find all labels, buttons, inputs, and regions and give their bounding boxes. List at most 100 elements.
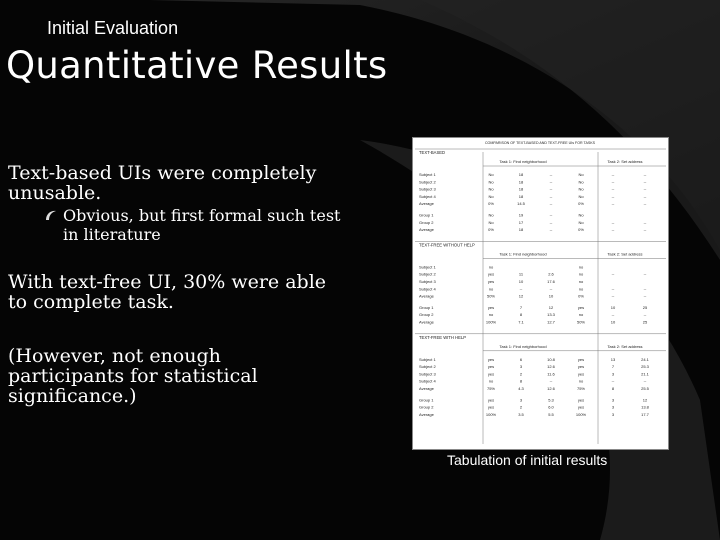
- table-cell: Subject 4: [419, 379, 436, 384]
- table-cell: --: [644, 379, 647, 384]
- table-cell: Group 1: [419, 305, 434, 310]
- table-cell: 2.6: [548, 272, 554, 277]
- table-cell: 3: [612, 371, 615, 376]
- table-cell: 8: [520, 379, 523, 384]
- table-cell: --: [612, 194, 615, 199]
- table-cell: yes: [488, 364, 494, 369]
- table-cell: 25.3: [641, 364, 650, 369]
- table-cell: no: [489, 379, 494, 384]
- table-cell: yes: [578, 397, 584, 402]
- table-cell: 0%: [578, 294, 584, 299]
- table-cell: 0%: [578, 227, 584, 232]
- table-cell: --: [520, 286, 523, 291]
- table-cell: 100%: [486, 320, 497, 325]
- table-cell: yes: [488, 371, 494, 376]
- table-cell: 3: [612, 405, 615, 410]
- table-cell: 3: [612, 412, 615, 417]
- table-cell: No: [578, 179, 584, 184]
- table-cell: no: [579, 279, 584, 284]
- table-cell: yes: [488, 305, 494, 310]
- table-cell: 6: [520, 357, 523, 362]
- table-cell: --: [612, 379, 615, 384]
- table-cell: Average: [419, 227, 435, 232]
- sub-bullet: Obvious, but first formal such test in l…: [46, 206, 346, 244]
- table-cell: yes: [578, 305, 584, 310]
- table-cell: --: [612, 272, 615, 277]
- table-cell: No: [578, 220, 584, 225]
- table-cell: 17: [519, 220, 524, 225]
- table-cell: 13: [611, 357, 616, 362]
- table-cell: --: [612, 294, 615, 299]
- table-cell: --: [550, 201, 553, 206]
- table-cell: 7: [520, 305, 523, 310]
- table-cell: Subject 3: [419, 187, 436, 192]
- paragraph-significance-note: (However, not enough participants for st…: [8, 345, 258, 407]
- table-cell: 10: [611, 305, 616, 310]
- table-cell: no: [579, 272, 584, 277]
- table-cell: Subject 1: [419, 172, 436, 177]
- section-label-2: TEXT-FREE WITH HELP: [419, 335, 466, 340]
- table-cell: Subject 1: [419, 357, 436, 362]
- table-cell: --: [644, 272, 647, 277]
- table-cell: 18: [519, 172, 524, 177]
- table-cell: Average: [419, 320, 435, 325]
- table-cell: Subject 3: [419, 371, 436, 376]
- table-cell: Group 2: [419, 312, 434, 317]
- table-cell: Subject 3: [419, 279, 436, 284]
- table-cell: Average: [419, 201, 435, 206]
- table-cell: --: [612, 220, 615, 225]
- table-cell: No: [578, 172, 584, 177]
- table-cell: yes: [578, 405, 584, 410]
- table-cell: 24.1: [641, 357, 650, 362]
- table-cell: Group 2: [419, 405, 434, 410]
- table-cell: yes: [578, 357, 584, 362]
- table-cell: 25: [643, 320, 648, 325]
- table-cell: No: [578, 213, 584, 218]
- table-cell: yes: [488, 397, 494, 402]
- table-cell: 19: [519, 213, 524, 218]
- table-cell: --: [644, 172, 647, 177]
- table-cell: --: [550, 172, 553, 177]
- table-cell: no: [489, 264, 494, 269]
- table-cell: --: [550, 179, 553, 184]
- table-cell: no: [579, 312, 584, 317]
- table-cell: 13.8: [641, 405, 650, 410]
- table-cell: --: [644, 220, 647, 225]
- table-cell: 75%: [577, 386, 585, 391]
- table-cell: 18: [519, 179, 524, 184]
- table-cell: 17.7: [641, 412, 650, 417]
- table-cell: 13.3: [547, 312, 556, 317]
- table-cell: 12: [519, 294, 524, 299]
- table-cell: --: [644, 187, 647, 192]
- table-cell: 11.6: [547, 371, 555, 376]
- table-cell: 10.8: [547, 357, 556, 362]
- table-cell: yes: [488, 279, 494, 284]
- table-cell: No: [488, 213, 494, 218]
- task2-header-1: Task 2: Set address: [607, 251, 642, 256]
- table-cell: yes: [578, 364, 584, 369]
- table-cell: --: [644, 227, 647, 232]
- slide-title: Quantitative Results: [6, 44, 388, 87]
- section-label: Initial Evaluation: [47, 18, 179, 38]
- table-cell: 10: [549, 294, 554, 299]
- table-cell: 4.3: [518, 386, 524, 391]
- table-cell: 8: [520, 312, 523, 317]
- table-cell: 10: [611, 320, 616, 325]
- task1-header-1: Task 1: Find neighborhood: [499, 251, 546, 256]
- table-cell: 8: [612, 386, 615, 391]
- table-cell: 3: [520, 364, 523, 369]
- table-cell: yes: [578, 371, 584, 376]
- table-cell: 50%: [487, 294, 495, 299]
- table-cell: Subject 4: [419, 194, 436, 199]
- table-cell: no: [489, 312, 494, 317]
- table-cell: --: [550, 286, 553, 291]
- table-cell: 11: [519, 272, 524, 277]
- table-cell: Subject 2: [419, 179, 436, 184]
- table-cell: --: [550, 220, 553, 225]
- table-cell: 5.5: [548, 412, 554, 417]
- table-cell: 18: [519, 194, 524, 199]
- table-cell: --: [612, 187, 615, 192]
- table-cell: yes: [488, 272, 494, 277]
- table-cell: 2: [520, 371, 523, 376]
- table-cell: Subject 4: [419, 286, 436, 291]
